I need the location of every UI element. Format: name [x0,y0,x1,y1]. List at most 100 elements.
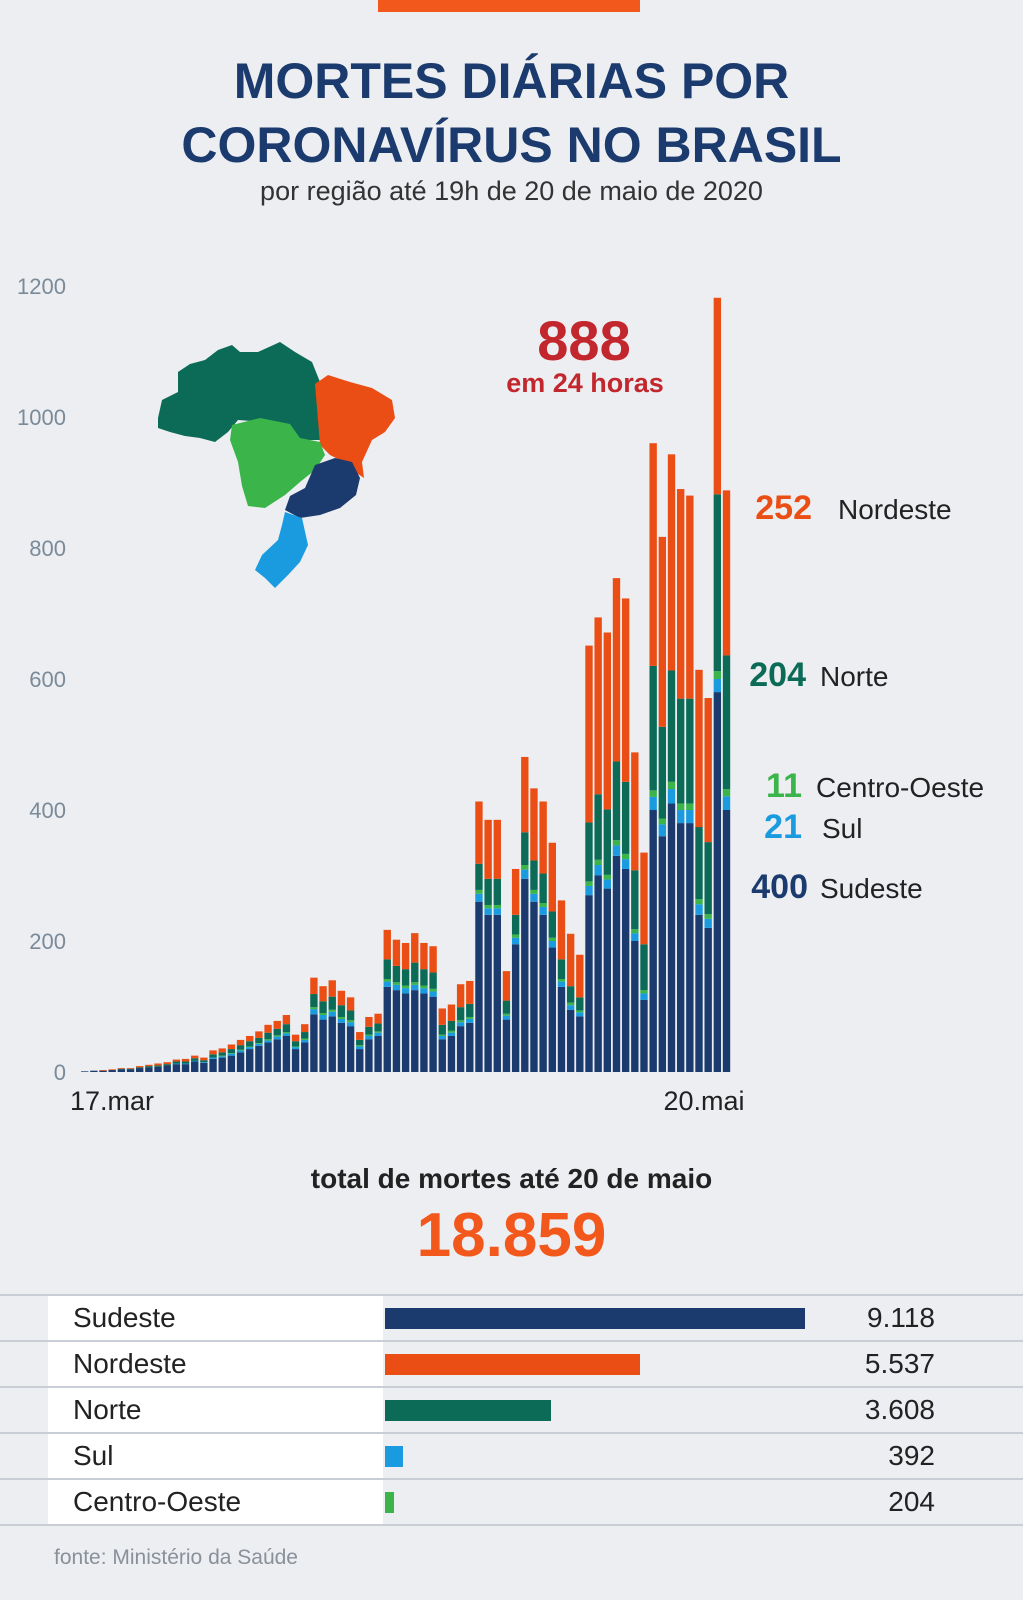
bar-centro-oeste [246,1046,254,1048]
bar-centro-oeste [484,904,492,909]
region-total-value: 9.118 [867,1302,935,1333]
region-name: Centro-Oeste [73,1486,242,1517]
bar-nordeste [346,997,355,1011]
table-row: Nordeste 5.537 [0,1340,1023,1386]
bar-sul [548,941,556,948]
sudeste-last-value: 400 [751,868,808,906]
bar-centro-oeste [356,1045,364,1047]
bar-sul [246,1047,254,1050]
bar-sudeste [401,993,410,1072]
bar-nordeste [521,756,529,833]
bar-norte [191,1058,199,1061]
table-row: Centro-Oeste 204 [0,1478,1023,1526]
bar-norte [310,994,318,1008]
bar-nordeste [136,1066,144,1068]
bar-sudeste [612,855,621,1072]
bar-sudeste [704,927,712,1072]
bar-centro-oeste [548,937,556,942]
bar-sul [612,845,621,856]
bar-norte [594,794,602,860]
bar-norte [411,962,419,983]
bar-sudeste [291,1049,300,1073]
bar-centro-oeste [603,874,611,880]
bar-sudeste [365,1039,373,1072]
region-total-bar [385,1354,641,1375]
bar-centro-oeste [649,790,657,797]
bar-nordeste [576,954,584,998]
bar-norte [429,972,437,989]
bar-norte [126,1068,135,1070]
bar-sul [667,789,676,804]
norte-last-label: Norte [820,661,888,692]
sul-last-value: 21 [764,808,802,846]
bar-sul [282,1033,291,1036]
bar-norte [722,655,731,790]
bar-nordeste [704,698,712,843]
bar-nordeste [429,946,437,973]
bar-centro-oeste [236,1049,245,1051]
bar-norte [255,1037,263,1044]
bar-norte [401,969,410,986]
bar-sul [218,1056,226,1058]
bar-norte [218,1052,226,1056]
bar-norte [612,761,621,841]
bar-nordeste [612,578,621,762]
bar-sudeste [585,895,593,1072]
bar-norte [319,1001,327,1014]
bar-centro-oeste [713,671,722,679]
bar-sudeste [356,1049,364,1073]
bar-norte [200,1060,208,1063]
bar-nordeste [319,986,327,1002]
bar-norte [484,878,492,905]
bar-nordeste [566,933,575,987]
bar-centro-oeste [493,904,501,909]
bar-norte [713,494,722,672]
region-total-value: 204 [888,1486,935,1517]
bar-centro-oeste [227,1053,236,1054]
bar-centro-oeste [640,990,648,994]
bar-nordeste [328,980,336,997]
map-norte [158,342,322,442]
bar-nordeste [154,1063,162,1066]
bar-centro-oeste [374,1031,382,1033]
bar-sul [392,984,401,991]
bar-sudeste [374,1035,382,1072]
bar-nordeste [273,1020,281,1029]
sul-last-label: Sul [822,813,862,844]
bar-sudeste [227,1055,236,1073]
bar-nordeste [392,939,401,966]
bar-nordeste [658,536,667,727]
bar-sudeste [676,823,685,1072]
bar-centro-oeste [530,889,538,894]
bar-centro-oeste [383,978,391,982]
bar-centro-oeste [218,1055,226,1057]
bar-nordeste [557,900,566,960]
bar-sudeste [181,1064,190,1072]
bar-centro-oeste [319,1013,327,1016]
bar-centro-oeste [686,803,694,810]
bar-sul [676,810,685,824]
region-name: Norte [73,1394,142,1425]
bar-sul [484,908,492,915]
bar-sudeste [264,1042,272,1073]
bar-sudeste [667,803,676,1072]
bar-norte [585,822,593,882]
bar-norte [264,1032,272,1040]
bar-sul [658,824,667,837]
bar-norte [640,944,648,991]
bar-sul [447,1032,456,1036]
bar-sul [310,1009,318,1015]
bar-sul [429,991,437,997]
bar-centro-oeste [337,1016,346,1019]
bar-nordeste [475,801,483,864]
bar-sul [585,885,593,896]
bar-centro-oeste [282,1032,291,1034]
total-deaths-label: total de mortes até 20 de maio [310,1163,713,1194]
bar-nordeste [227,1044,236,1050]
bar-sul [640,993,648,1000]
bar-centro-oeste [291,1046,300,1048]
bar-norte [383,959,391,979]
region-total-value: 3.608 [864,1394,935,1425]
bar-sul [328,1011,336,1017]
bar-nordeste [676,489,685,699]
